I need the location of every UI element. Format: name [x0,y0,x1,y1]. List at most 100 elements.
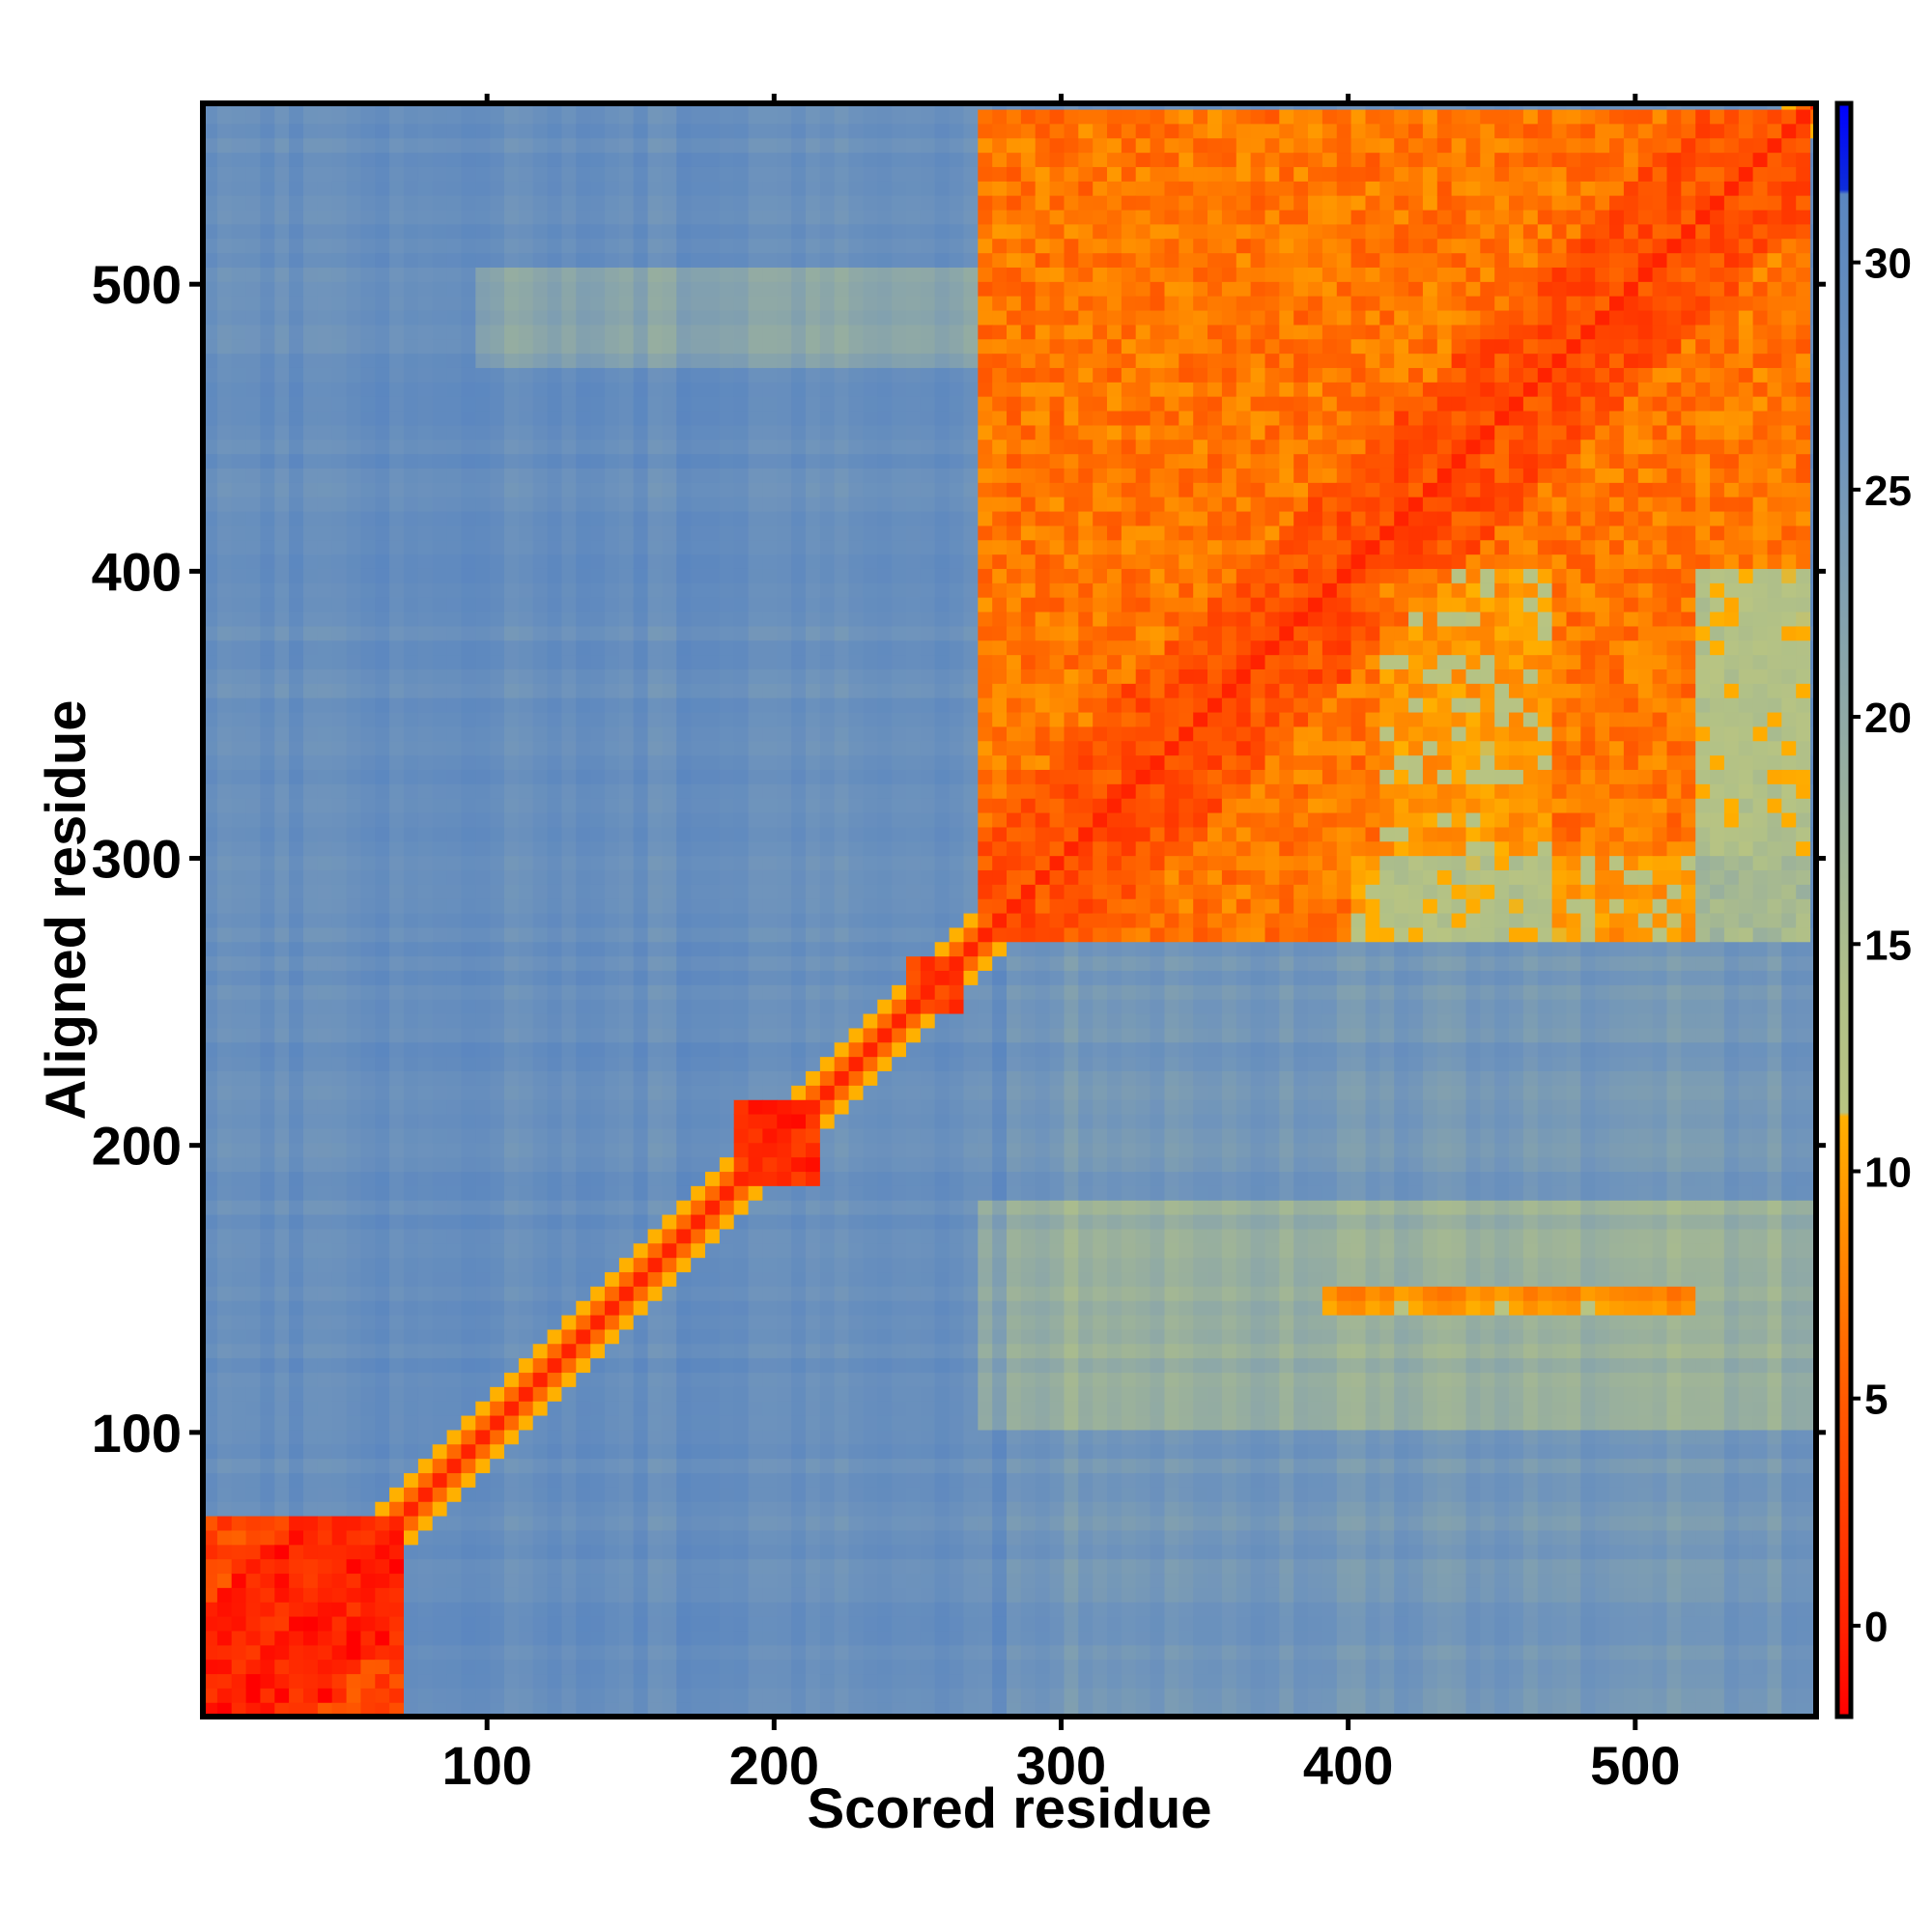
heatmap-cell [633,1616,649,1632]
heatmap-cell [331,324,348,340]
heatmap-cell [618,1013,635,1029]
heatmap-cell [576,597,591,612]
heatmap-cell [317,296,333,311]
heatmap-cell [647,639,664,656]
heatmap-cell [475,1085,491,1100]
heatmap-cell [676,855,692,870]
heatmap-cell [303,195,319,211]
heatmap-cell [289,754,304,770]
heatmap-cell [260,1659,275,1675]
heatmap-cell [777,181,792,196]
heatmap-cell [547,783,563,799]
heatmap-cell [417,1271,434,1287]
heatmap-cell [289,970,304,985]
heatmap-cell [417,1357,434,1374]
heatmap-cell [532,1529,549,1546]
heatmap-cell [203,411,218,426]
heatmap-cell [576,1114,591,1129]
heatmap-cell [647,310,664,326]
heatmap-cell [561,625,577,641]
heatmap-cell [791,223,807,240]
heatmap-cell [791,1156,807,1173]
heatmap-cell [676,840,692,857]
heatmap-cell [618,367,635,383]
heatmap-cell [605,840,620,857]
heatmap-cell [203,898,218,914]
heatmap-cell [819,783,836,799]
heatmap-cell [532,582,549,598]
heatmap-cell [662,926,677,943]
heatmap-cell [777,999,792,1014]
heatmap-cell [404,1099,419,1115]
heatmap-cell [375,539,390,555]
heatmap-cell [733,108,750,125]
heatmap-cell [260,884,275,899]
heatmap-cell [762,1200,778,1215]
heatmap-cell [561,1659,577,1675]
heatmap-cell [461,554,476,569]
heatmap-cell [633,683,649,698]
heatmap-cell [576,181,591,196]
heatmap-cell [691,166,706,182]
heatmap-cell [504,668,520,684]
heatmap-cell [475,353,491,368]
heatmap-cell [762,1487,778,1502]
heatmap-cell [303,913,319,928]
heatmap-cell [547,1200,563,1215]
heatmap-cell [504,1529,520,1546]
heatmap-cell [806,826,821,842]
heatmap-cell [762,970,778,985]
heatmap-cell [346,1429,362,1445]
heatmap-cell [260,511,275,526]
heatmap-cell [733,367,750,383]
heatmap-cell [303,411,319,426]
heatmap-cell [762,468,778,483]
heatmap-cell [691,497,706,512]
heatmap-cell [762,281,778,297]
heatmap-cell [231,1127,247,1144]
heatmap-cell [547,740,563,756]
heatmap-cell [576,209,591,225]
heatmap-cell [404,1659,419,1675]
heatmap-cell [777,1544,792,1560]
heatmap-cell [375,941,390,957]
heatmap-cell [389,482,405,497]
heatmap-cell [231,984,247,1000]
heatmap-cell [647,181,664,196]
heatmap-cell [733,1328,750,1345]
heatmap-cell [203,1070,218,1086]
heatmap-cell [733,913,750,928]
heatmap-cell [719,1544,735,1560]
heatmap-cell [691,654,706,669]
heatmap-cell [317,1185,333,1201]
heatmap-cell [446,1372,463,1387]
heatmap-cell [245,296,262,311]
heatmap-cell [791,754,807,770]
heatmap-cell [676,137,692,154]
heatmap-cell [691,1257,706,1273]
heatmap-cell [417,1013,434,1029]
heatmap-cell [806,1573,821,1588]
heatmap-cell [662,855,677,870]
heatmap-cell [432,869,448,885]
heatmap-cell [346,697,362,713]
heatmap-cell [203,424,218,440]
heatmap-cell [331,554,348,569]
heatmap-cell [576,955,591,971]
heatmap-cell [504,1487,520,1502]
heatmap-cell [417,1401,434,1416]
heatmap-cell [475,1041,491,1058]
heatmap-cell [490,1401,505,1416]
heatmap-cell [733,209,750,225]
heatmap-cell [633,1027,649,1043]
heatmap-cell [360,1458,376,1474]
heatmap-cell [231,1242,247,1259]
heatmap-cell [216,123,233,139]
heatmap-cell [748,1673,764,1689]
heatmap-cell [490,1027,505,1043]
heatmap-cell [748,166,764,182]
heatmap-cell [618,1544,635,1560]
heatmap-cell [777,1099,792,1115]
heatmap-cell [748,181,764,196]
heatmap-cell [331,812,348,828]
